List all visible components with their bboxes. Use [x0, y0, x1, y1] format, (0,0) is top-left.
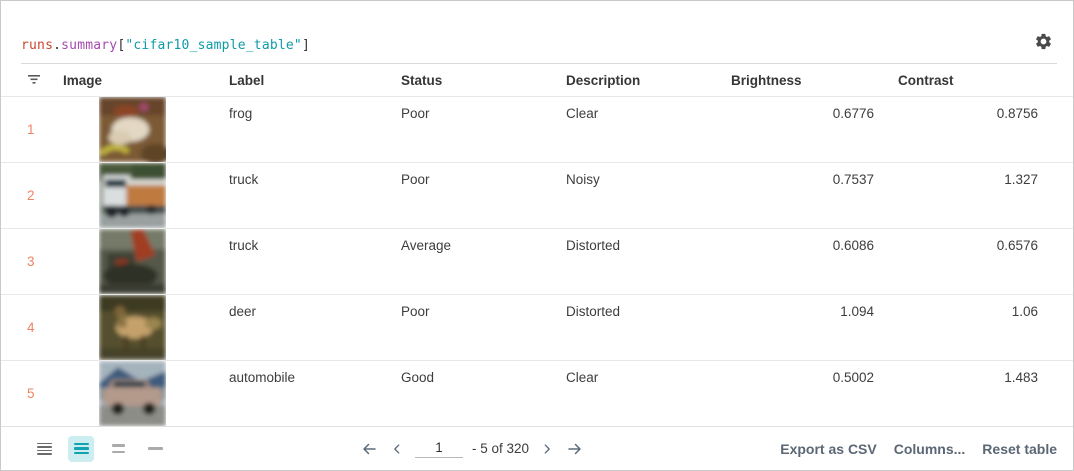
code-token-summary: summary [61, 38, 118, 53]
table-footer: - 5 of 320 Export as CSV Columns... Rese… [1, 427, 1073, 470]
export-csv-button[interactable]: Export as CSV [780, 440, 877, 457]
contrast-cell: 0.8756 [996, 106, 1038, 121]
label-cell: truck [229, 238, 259, 253]
row-height-tall-button[interactable] [105, 436, 131, 462]
title-bar: runs.summary["cifar10_sample_table"] [1, 1, 1073, 63]
image-cell [63, 295, 229, 360]
code-token-close-bracket: ] [301, 38, 310, 53]
row-height-medium-button[interactable] [68, 435, 94, 462]
column-header-image[interactable]: Image [63, 72, 103, 88]
code-token-runs: runs [21, 38, 54, 53]
row-index: 4 [27, 320, 35, 335]
row-index: 1 [27, 122, 35, 137]
footer-divider [1, 426, 1073, 427]
dump-truck-thumbnail[interactable] [99, 229, 166, 294]
contrast-cell: 1.483 [1004, 370, 1038, 385]
row-index: 2 [27, 188, 35, 203]
page-number-input[interactable] [415, 439, 463, 458]
row-index: 5 [27, 386, 35, 401]
table-header-row: Image Label Status Description Brightnes… [1, 64, 1073, 96]
image-cell [63, 229, 229, 294]
contrast-cell: 1.327 [1004, 172, 1038, 187]
rows-single-icon [147, 447, 163, 450]
label-cell: deer [229, 304, 257, 319]
row-height-compact-button[interactable] [31, 436, 57, 462]
status-cell: Poor [401, 106, 430, 121]
reset-table-button[interactable]: Reset table [982, 440, 1057, 457]
arrow-last-icon [568, 443, 581, 454]
table-row: 5 automobile Good Clear 0.5002 [1, 360, 1073, 426]
status-cell: Average [401, 238, 452, 253]
brightness-cell: 0.6776 [832, 106, 874, 121]
chevron-left-icon [394, 443, 400, 454]
status-cell: Good [401, 370, 435, 385]
rows-compact-icon [36, 442, 52, 455]
table-row: 3 truck Average Distorted 0.6086 0.6576 [1, 228, 1073, 294]
brightness-cell: 0.7537 [832, 172, 874, 187]
column-header-status[interactable]: Status [401, 72, 443, 88]
deer-thumbnail[interactable] [99, 295, 166, 360]
brightness-cell: 1.094 [840, 304, 874, 319]
contrast-cell: 1.06 [1011, 304, 1038, 319]
arrow-first-icon [363, 443, 376, 454]
brightness-cell: 0.6086 [832, 238, 874, 253]
table-row: 4 deer Poor Distorted 1.094 1. [1, 294, 1073, 360]
code-token-dot: . [53, 38, 62, 53]
rows-tall-icon [111, 444, 125, 453]
pagination-controls: - 5 of 320 [359, 427, 585, 470]
chevron-right-icon [544, 443, 550, 454]
columns-button[interactable]: Columns... [893, 440, 966, 457]
row-index: 3 [27, 254, 35, 269]
first-page-button[interactable] [359, 439, 379, 459]
table-row: 1 frog Poor Clear 0.6776 0.8756 [1, 96, 1073, 162]
status-cell: Poor [401, 172, 430, 187]
label-cell: automobile [229, 370, 296, 385]
row-height-single-button[interactable] [142, 436, 168, 462]
rows-medium-icon [73, 442, 89, 455]
label-cell: truck [229, 172, 259, 187]
description-cell: Distorted [566, 238, 621, 253]
brightness-cell: 0.5002 [832, 370, 874, 385]
settings-button[interactable] [1032, 30, 1055, 53]
row-density-controls [31, 435, 168, 462]
code-token-open-bracket: [ [117, 38, 126, 53]
last-page-button[interactable] [565, 439, 585, 459]
frog-thumbnail[interactable] [99, 97, 166, 162]
filter-button[interactable] [1, 73, 63, 88]
image-cell [63, 163, 229, 228]
column-header-brightness[interactable]: Brightness [731, 72, 802, 88]
column-header-contrast[interactable]: Contrast [898, 72, 954, 88]
description-cell: Noisy [566, 172, 600, 187]
label-cell: frog [229, 106, 253, 121]
next-page-button[interactable] [538, 440, 556, 458]
table-key-expression: runs.summary["cifar10_sample_table"] [21, 38, 310, 53]
automobile-thumbnail[interactable] [99, 361, 166, 426]
image-cell [63, 97, 229, 162]
column-header-description[interactable]: Description [566, 72, 641, 88]
image-cell [63, 361, 229, 426]
column-header-label[interactable]: Label [229, 72, 265, 88]
description-cell: Clear [566, 106, 599, 121]
previous-page-button[interactable] [388, 440, 406, 458]
page-range-text: - 5 of 320 [472, 441, 530, 456]
contrast-cell: 0.6576 [996, 238, 1038, 253]
filter-funnel-icon [28, 74, 40, 84]
code-token-table-name-string: "cifar10_sample_table" [125, 38, 302, 53]
truck-thumbnail[interactable] [99, 163, 166, 228]
description-cell: Clear [566, 370, 599, 385]
table-actions: Export as CSV Columns... Reset table [780, 441, 1057, 457]
gear-icon [1036, 33, 1051, 50]
status-cell: Poor [401, 304, 430, 319]
table-row: 2 truck P [1, 162, 1073, 228]
description-cell: Distorted [566, 304, 621, 319]
title-divider [21, 63, 1057, 64]
